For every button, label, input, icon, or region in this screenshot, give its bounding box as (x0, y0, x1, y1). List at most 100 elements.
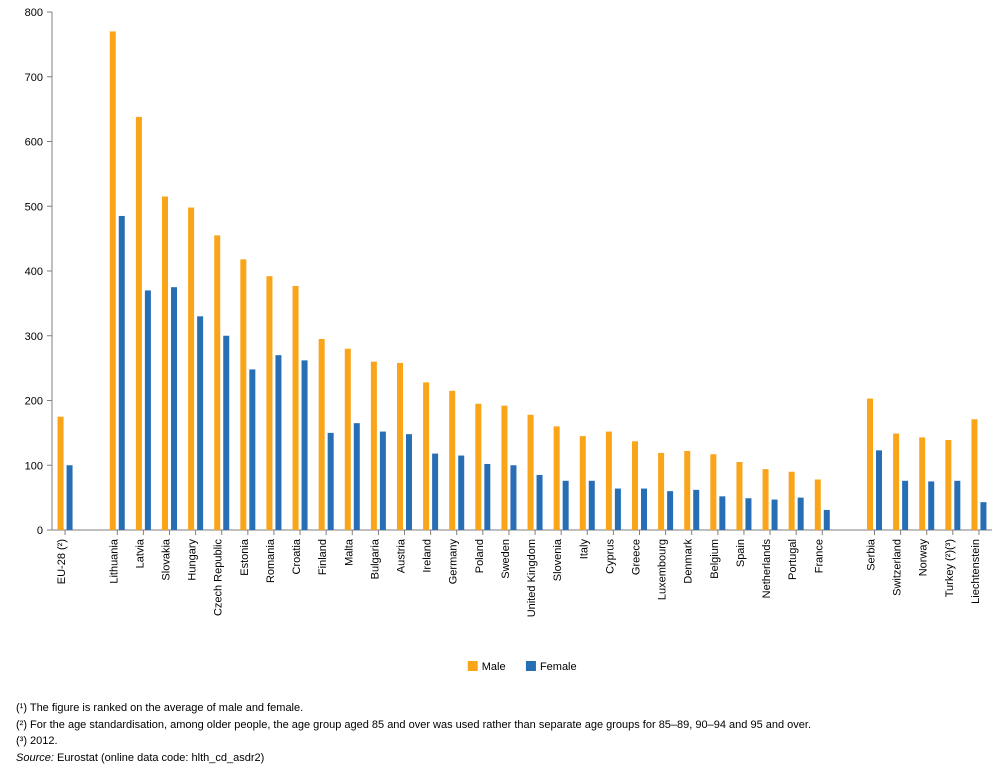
footnotes: (¹) The figure is ranked on the average … (16, 700, 811, 766)
y-tick-label: 700 (25, 72, 43, 84)
y-tick-label: 400 (25, 266, 43, 278)
bar-female-poland (484, 464, 490, 530)
bar-male-romania (266, 276, 272, 530)
bar-female-france (824, 510, 830, 530)
bar-male-estonia (240, 259, 246, 530)
footnote-source: Source: Eurostat (online data code: hlth… (16, 750, 811, 767)
bar-female-switzerland (902, 481, 908, 530)
footnote-1: (¹) The figure is ranked on the average … (16, 700, 811, 717)
category-label-serbia: Serbia (866, 538, 878, 571)
category-label-czech: Czech Republic (213, 539, 225, 617)
bar-male-portugal (789, 472, 795, 530)
category-label-germany: Germany (448, 539, 460, 585)
bar-male-greece (632, 441, 638, 530)
bar-male-luxembourg (658, 453, 664, 530)
bar-male-serbia (867, 399, 873, 530)
bar-female-turkey (954, 481, 960, 530)
category-label-liechtenstein: Liechtenstein (970, 539, 982, 604)
y-tick-label: 200 (25, 396, 43, 408)
bar-male-slovakia (162, 197, 168, 530)
bar-male-malta (345, 349, 351, 530)
bar-male-germany (449, 391, 455, 530)
bar-female-luxembourg (667, 491, 673, 530)
y-tick-label: 0 (37, 525, 43, 537)
bar-female-uk (537, 475, 543, 530)
category-label-denmark: Denmark (683, 539, 695, 584)
category-label-portugal: Portugal (787, 539, 799, 580)
bar-female-latvia (145, 290, 151, 530)
y-tick-label: 300 (25, 331, 43, 343)
bar-female-malta (354, 423, 360, 530)
bar-female-romania (275, 355, 281, 530)
y-tick-label: 100 (25, 460, 43, 472)
bar-male-netherlands (763, 469, 769, 530)
bar-female-austria (406, 434, 412, 530)
bar-male-slovenia (554, 426, 560, 530)
bar-female-italy (589, 481, 595, 530)
category-label-slovenia: Slovenia (552, 538, 564, 581)
category-label-ireland: Ireland (422, 539, 434, 573)
bar-male-lithuania (110, 31, 116, 530)
bar-male-cyprus (606, 432, 612, 530)
bar-male-austria (397, 363, 403, 530)
category-label-hungary: Hungary (187, 539, 199, 581)
bar-female-hungary (197, 316, 203, 530)
bar-female-finland (328, 433, 334, 530)
bar-female-liechtenstein (980, 502, 986, 530)
footnote-2: (²) For the age standardisation, among o… (16, 717, 811, 734)
bar-male-sweden (501, 406, 507, 530)
category-label-finland: Finland (317, 539, 329, 575)
y-tick-label: 800 (25, 7, 43, 19)
bar-female-portugal (798, 498, 804, 530)
bar-female-greece (641, 489, 647, 530)
bar-female-serbia (876, 450, 882, 530)
bar-female-netherlands (772, 500, 778, 530)
bar-female-slovakia (171, 287, 177, 530)
category-label-malta: Malta (343, 538, 355, 566)
category-label-austria: Austria (396, 538, 408, 573)
bar-female-germany (458, 456, 464, 530)
bar-female-lithuania (119, 216, 125, 530)
category-label-poland: Poland (474, 539, 486, 573)
legend-swatch-female (526, 661, 536, 671)
category-label-bulgaria: Bulgaria (369, 538, 381, 579)
bar-female-bulgaria (380, 432, 386, 530)
bar-male-poland (475, 404, 481, 530)
source-label: Source: (16, 752, 54, 764)
category-label-lithuania: Lithuania (108, 538, 120, 584)
bar-female-sweden (510, 465, 516, 530)
legend-label-male: Male (482, 661, 506, 673)
legend-label-female: Female (540, 661, 577, 673)
category-label-greece: Greece (631, 539, 643, 575)
y-tick-label: 500 (25, 201, 43, 213)
category-label-france: France (813, 539, 825, 573)
category-label-slovakia: Slovakia (161, 538, 173, 580)
category-label-uk: United Kingdom (526, 539, 538, 617)
category-label-switzerland: Switzerland (892, 539, 904, 596)
y-tick-label: 600 (25, 137, 43, 149)
category-label-netherlands: Netherlands (761, 539, 773, 599)
category-label-latvia: Latvia (134, 538, 146, 568)
bar-male-norway (919, 437, 925, 530)
bar-female-ireland (432, 454, 438, 530)
bar-male-latvia (136, 117, 142, 530)
category-label-cyprus: Cyprus (604, 539, 616, 574)
bar-male-ireland (423, 382, 429, 530)
bar-male-belgium (710, 454, 716, 530)
category-label-spain: Spain (735, 539, 747, 567)
bar-female-denmark (693, 490, 699, 530)
bar-male-czech (214, 235, 220, 530)
category-label-eu28: EU-28 (²) (56, 539, 68, 584)
bar-male-uk (528, 415, 534, 530)
bar-female-spain (745, 498, 751, 530)
category-label-belgium: Belgium (709, 539, 721, 579)
category-label-sweden: Sweden (500, 539, 512, 579)
footnote-3: (³) 2012. (16, 733, 811, 750)
bar-male-bulgaria (371, 362, 377, 530)
bar-male-turkey (945, 440, 951, 530)
bar-male-hungary (188, 208, 194, 530)
category-label-norway: Norway (918, 539, 930, 577)
bar-female-estonia (249, 369, 255, 530)
bar-male-switzerland (893, 434, 899, 530)
bar-male-italy (580, 436, 586, 530)
